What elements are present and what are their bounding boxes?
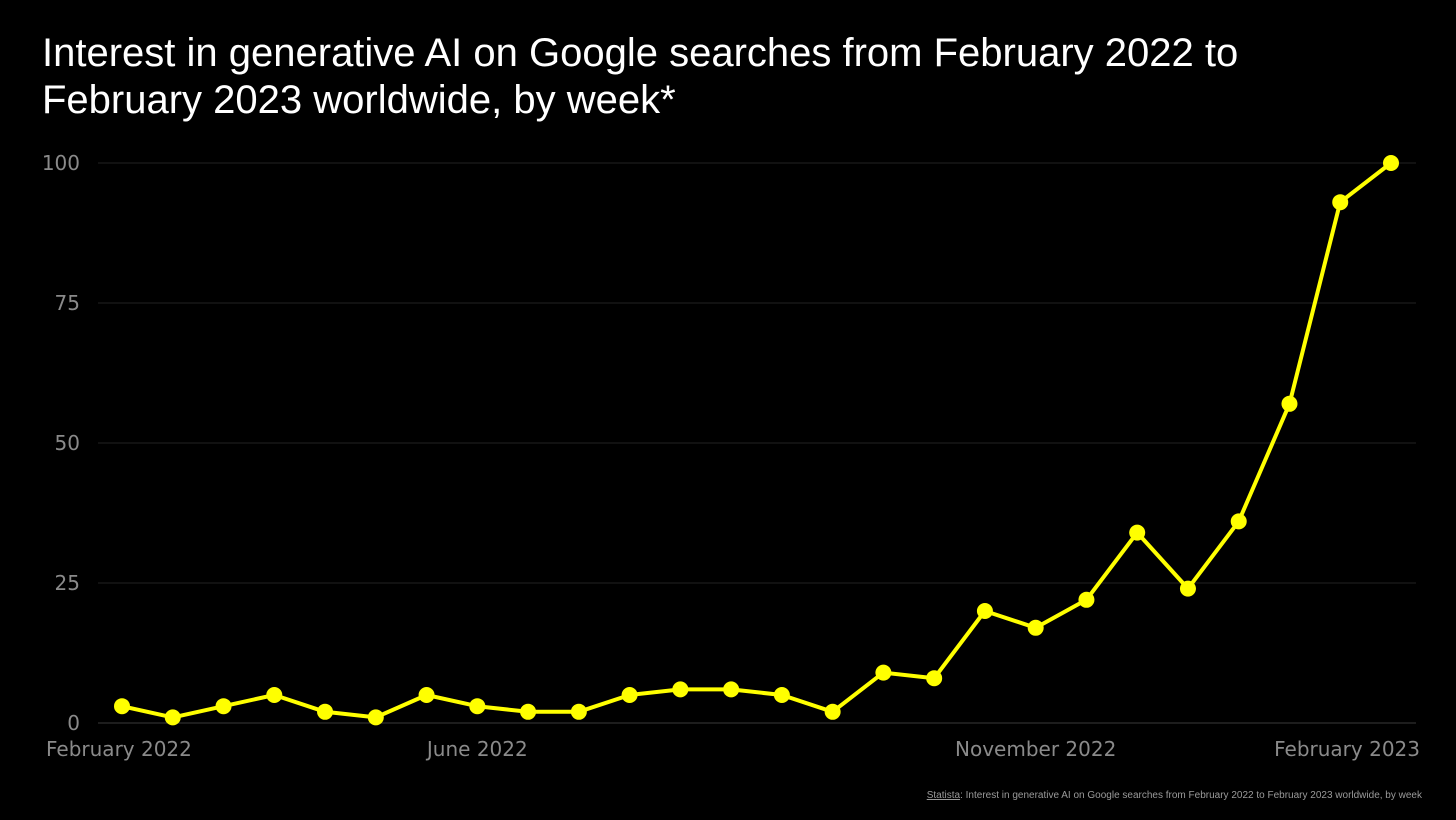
y-axis-tick-labels: 0 25 50 75 100 — [42, 151, 80, 735]
y-tick-label: 25 — [55, 571, 80, 595]
data-point[interactable] — [824, 703, 841, 720]
data-point[interactable] — [164, 709, 181, 726]
data-point[interactable] — [1179, 580, 1196, 597]
data-point[interactable] — [875, 664, 892, 681]
series-polyline — [121, 161, 1393, 720]
x-tick-label: June 2022 — [425, 737, 528, 761]
data-point[interactable] — [926, 670, 943, 687]
data-point[interactable] — [1281, 395, 1298, 412]
y-tick-label: 100 — [42, 151, 80, 175]
series-line — [121, 161, 1393, 720]
data-point[interactable] — [773, 687, 790, 703]
data-point[interactable] — [1078, 591, 1095, 608]
data-point[interactable] — [367, 709, 384, 726]
data-point[interactable] — [215, 698, 232, 715]
data-point[interactable] — [672, 681, 689, 698]
y-tick-label: 75 — [55, 291, 80, 315]
data-point[interactable] — [114, 698, 130, 715]
source-footnote: Statista: Interest in generative AI on G… — [927, 790, 1422, 801]
data-point[interactable] — [520, 703, 537, 720]
grid-lines — [98, 162, 1416, 724]
data-point[interactable] — [266, 687, 283, 703]
data-point[interactable] — [418, 687, 435, 703]
source-link[interactable]: Statista — [926, 790, 961, 801]
x-tick-label: February 2022 — [46, 737, 192, 761]
data-point[interactable] — [1129, 524, 1146, 541]
x-axis-tick-labels: February 2022 June 2022 November 2022 Febru… — [46, 737, 1420, 761]
source-text: : Interest in generative AI on Google se… — [960, 790, 1422, 801]
data-point[interactable] — [1383, 155, 1399, 171]
data-point[interactable] — [723, 681, 740, 698]
data-point[interactable] — [1027, 619, 1044, 636]
data-point[interactable] — [317, 703, 334, 720]
data-point[interactable] — [1332, 194, 1349, 211]
data-point[interactable] — [469, 698, 486, 715]
data-point[interactable] — [976, 603, 993, 619]
x-tick-label: November 2022 — [955, 737, 1116, 761]
chart-title: Interest in generative AI on Google sear… — [42, 31, 1239, 122]
data-point[interactable] — [621, 687, 638, 703]
x-tick-label: February 2023 — [1274, 737, 1420, 761]
y-tick-label: 0 — [67, 711, 80, 735]
data-points — [114, 155, 1399, 726]
y-tick-label: 50 — [55, 431, 80, 455]
data-point[interactable] — [570, 703, 587, 720]
data-point[interactable] — [1230, 513, 1247, 530]
